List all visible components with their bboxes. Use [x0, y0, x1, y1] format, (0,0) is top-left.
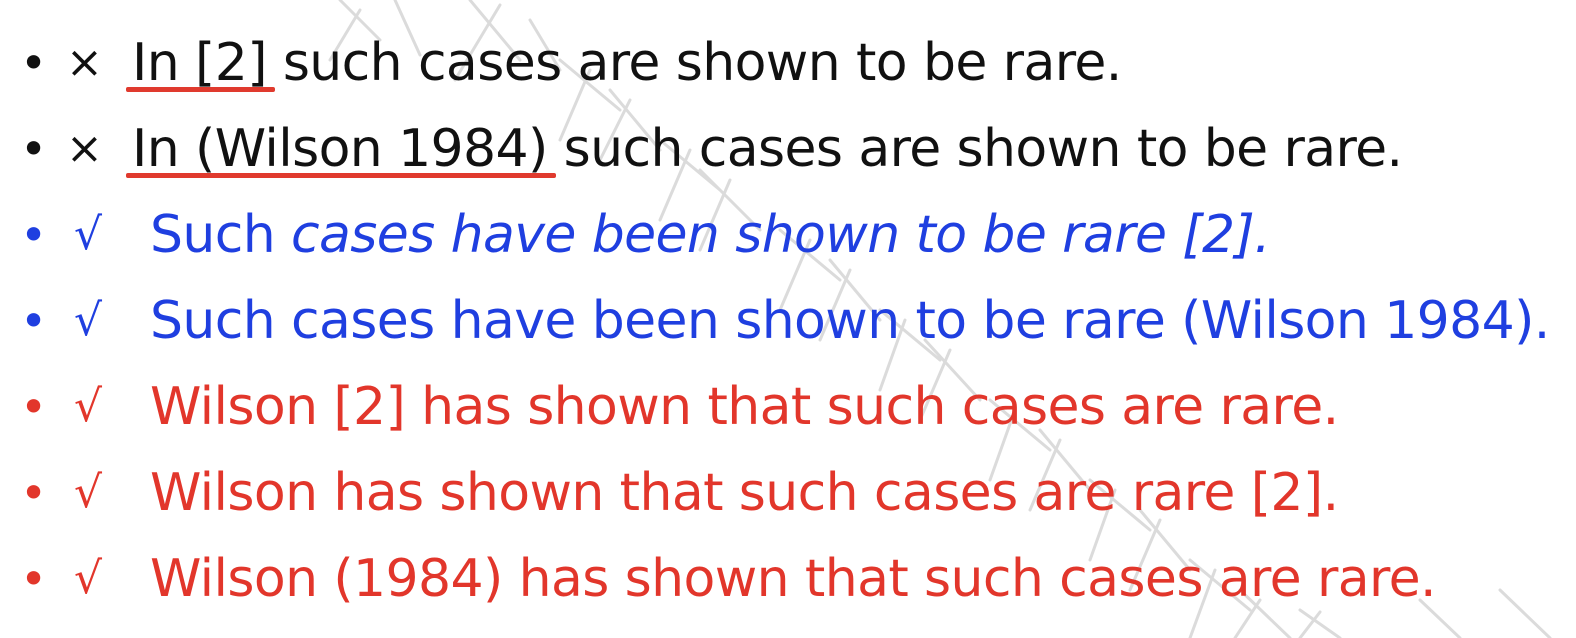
check-icon: √ — [74, 553, 102, 604]
sentence-italic: cases have been shown to be rare [2]. — [291, 205, 1271, 265]
list-item: • √ Such cases have been shown to be rar… — [0, 278, 1576, 364]
bullet-icon: • — [20, 36, 47, 90]
check-icon: √ — [74, 381, 102, 432]
bullet-icon: • — [20, 208, 47, 262]
list-item: • √ Wilson [2] has shown that such cases… — [0, 364, 1576, 450]
bullet-icon: • — [20, 294, 47, 348]
list-item: • × In (Wilson 1984) such cases are show… — [0, 106, 1576, 192]
sentence: Wilson has shown that such cases are rar… — [150, 463, 1339, 523]
cross-icon: × — [66, 123, 103, 174]
sentence: Wilson [2] has shown that such cases are… — [150, 377, 1339, 437]
sentence-plain: Such — [150, 205, 292, 265]
list-item: • √ Wilson (1984) has shown that such ca… — [0, 536, 1576, 622]
check-icon: √ — [74, 295, 102, 346]
bullet-icon: • — [20, 552, 47, 606]
red-underline — [126, 87, 275, 92]
bullet-icon: • — [20, 380, 47, 434]
underlined-phrase: In [2] — [126, 20, 275, 106]
list-item: • √ Such cases have been shown to be rar… — [0, 192, 1576, 278]
sentence: In [2] such cases are shown to be rare. — [126, 20, 1122, 106]
bullet-icon: • — [20, 122, 47, 176]
sentence-rest: such cases are shown to be rare. — [266, 33, 1122, 93]
sentence: In (Wilson 1984) such cases are shown to… — [126, 106, 1403, 192]
sentence: Such cases have been shown to be rare [2… — [150, 192, 1271, 278]
sentence: Wilson (1984) has shown that such cases … — [150, 549, 1437, 609]
sentence: Such cases have been shown to be rare (W… — [150, 291, 1550, 351]
check-icon: √ — [74, 209, 102, 260]
sentence-rest: such cases are shown to be rare. — [547, 119, 1403, 179]
bullet-icon: • — [20, 466, 47, 520]
list-item: • × In [2] such cases are shown to be ra… — [0, 20, 1576, 106]
check-icon: √ — [74, 467, 102, 518]
underlined-phrase: In (Wilson 1984) — [126, 106, 556, 192]
red-underline — [126, 173, 556, 178]
cross-icon: × — [66, 37, 103, 88]
list-item: • √ Wilson has shown that such cases are… — [0, 450, 1576, 536]
